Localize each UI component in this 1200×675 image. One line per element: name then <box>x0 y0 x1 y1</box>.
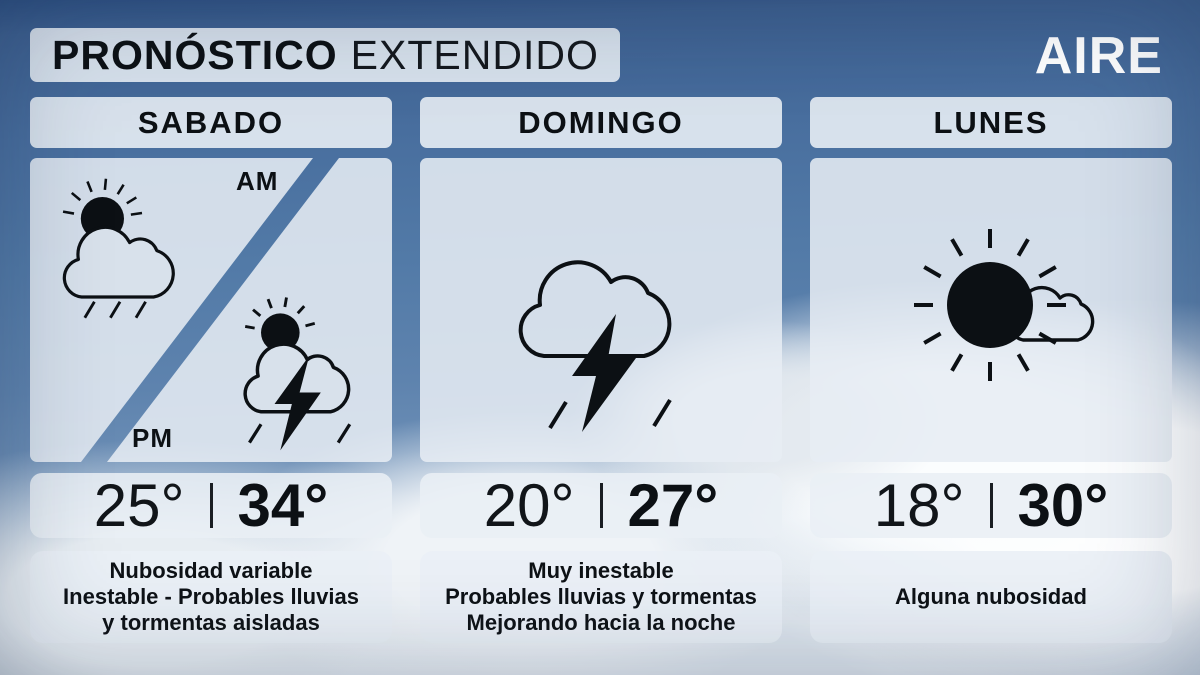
day-header: SABADO <box>30 97 392 148</box>
sun-with-small-cloud-icon <box>914 229 1095 381</box>
title-bar: PRONÓSTICO EXTENDIDO <box>30 28 620 82</box>
description-line: Nubosidad variable <box>109 558 313 583</box>
brand-logo: AIRE <box>1034 27 1163 85</box>
description-line: Mejorando hacia la noche <box>466 610 736 635</box>
pm-label: PM <box>132 423 173 453</box>
max-temperature: 30° <box>1017 472 1109 539</box>
storm-cloud-rain-icon <box>518 260 672 432</box>
day-column-sabado: SABADO AM PM <box>30 97 392 643</box>
day-header: LUNES <box>810 97 1172 148</box>
description-line: Inestable - Probables lluvias <box>63 584 359 609</box>
description-line: Alguna nubosidad <box>895 584 1087 609</box>
sun-behind-cloud-rain-icon <box>62 178 175 319</box>
max-temperature: 27° <box>627 472 719 539</box>
day-name: SABADO <box>137 104 285 140</box>
icon-panel-split: AM PM <box>30 158 392 462</box>
icon-panel <box>810 158 1172 462</box>
title-primary: PRONÓSTICO <box>52 31 338 78</box>
am-label: AM <box>236 166 279 196</box>
max-temperature: 34° <box>237 472 329 539</box>
min-temperature: 20° <box>483 472 575 539</box>
day-header: DOMINGO <box>420 97 782 148</box>
temperature-box: 20° 27° <box>420 472 782 539</box>
temp-divider <box>599 483 603 528</box>
day-column-lunes: LUNES <box>810 97 1172 643</box>
temp-divider <box>989 483 993 528</box>
min-temperature: 18° <box>873 472 965 539</box>
description-box: Nubosidad variable Inestable - Probables… <box>30 551 392 643</box>
description-line: Probables lluvias y tormentas <box>445 584 757 609</box>
description-line: Muy inestable <box>528 558 674 583</box>
day-column-domingo: DOMINGO 20° 27° Muy inestable Probables … <box>420 97 782 643</box>
temperature-box: 25° 34° <box>30 472 392 539</box>
temperature-box: 18° 30° <box>810 472 1172 539</box>
sun-behind-cloud-storm-icon <box>243 297 352 451</box>
description-box: Muy inestable Probables lluvias y tormen… <box>420 551 782 643</box>
min-temperature: 25° <box>93 472 185 539</box>
temp-divider <box>209 483 213 528</box>
day-name: LUNES <box>933 104 1049 140</box>
description-box: Alguna nubosidad <box>810 551 1172 643</box>
title-secondary: EXTENDIDO <box>350 31 599 78</box>
description-line: y tormentas aisladas <box>102 610 320 635</box>
icon-panel <box>420 158 782 462</box>
day-name: DOMINGO <box>518 104 684 140</box>
